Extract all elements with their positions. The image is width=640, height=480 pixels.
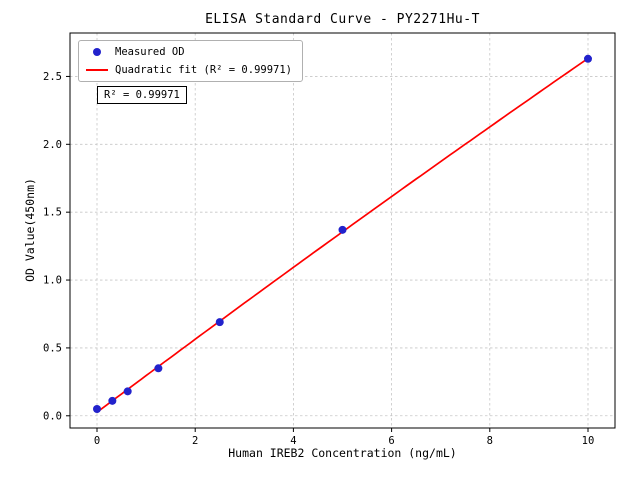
legend-label-measured-od: Measured OD [115,46,185,58]
y-tick-label: 0.5 [43,342,62,354]
x-tick-label: 0 [94,435,100,447]
legend-item-quadratic-fit: Quadratic fit (R² = 0.99971) [86,64,292,77]
quadratic-fit-line [96,57,589,413]
data-point [123,387,132,396]
x-tick-label: 4 [290,435,296,447]
y-tick-label: 1.5 [43,207,62,219]
x-tick-label: 6 [388,435,394,447]
data-point [338,225,347,234]
plot-border [69,32,616,429]
x-tick-label: 8 [487,435,493,447]
axis-ticks [66,75,589,432]
quadratic-fit-line-icon [86,68,108,71]
legend-label-quadratic-fit: Quadratic fit (R² = 0.99971) [115,63,293,76]
x-axis-label: Human IREB2 Concentration (ng/mL) [228,446,457,460]
y-tick-label: 2.5 [43,71,62,83]
x-tick-label: 10 [582,435,595,447]
r-squared-annotation: R² = 0.99971 [97,86,187,104]
y-axis-label: OD Value(450nm) [23,178,37,282]
y-tick-label: 2.0 [43,139,62,151]
x-tick-label: 2 [192,435,198,447]
legend-item-measured-od: Measured OD [86,46,292,59]
data-point [93,404,102,413]
data-point [154,364,163,373]
y-tick-label: 0.0 [43,410,62,422]
measured-od-dot-icon [93,48,101,57]
data-point [215,318,224,327]
gridlines [70,33,615,428]
tick-labels: 0 2 4 6 8 10 0.0 0.5 1.0 1.5 2.0 2.5 [43,71,594,447]
data-point [583,54,592,63]
data-point [108,396,117,405]
y-tick-label: 1.0 [43,275,62,287]
chart-title: ELISA Standard Curve - PY2271Hu-T [205,12,480,27]
legend-box: Measured OD Quadratic fit (R² = 0.99971) [78,40,304,83]
measured-od-points [93,54,592,413]
